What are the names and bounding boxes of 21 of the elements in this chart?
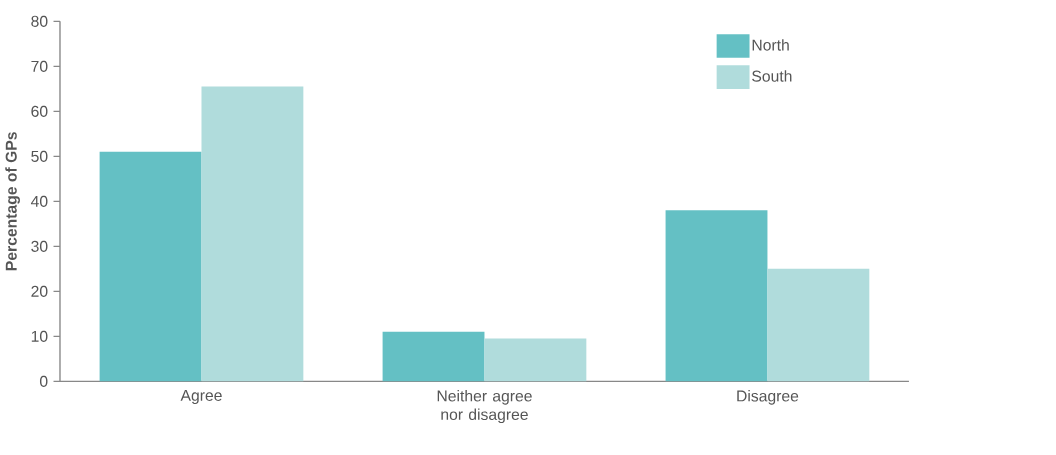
bar <box>665 210 768 382</box>
y-tick-label: 80 <box>31 15 48 28</box>
y-tick-label: 0 <box>39 375 48 388</box>
x-tick-label: Disagree <box>737 390 799 405</box>
y-tick-label: 40 <box>30 195 48 208</box>
x-tick-label: Agree <box>180 390 222 405</box>
bar <box>767 269 870 382</box>
bar <box>99 152 202 382</box>
x-tick-label: Neither agree nor disagree <box>437 390 532 424</box>
y-tick-label: 70 <box>31 60 48 73</box>
y-tick-label: 50 <box>31 150 48 163</box>
y-tick-label: 30 <box>31 240 48 253</box>
y-tick-label: 60 <box>31 105 48 118</box>
y-axis-title: Percentage of GPs <box>5 132 20 271</box>
legend-label: North <box>752 39 789 51</box>
bar <box>201 86 304 382</box>
y-tick-label: 10 <box>31 330 48 343</box>
bar <box>484 338 587 382</box>
legend-label: South <box>752 70 792 82</box>
y-tick-label: 20 <box>31 285 48 298</box>
bar <box>382 332 485 382</box>
